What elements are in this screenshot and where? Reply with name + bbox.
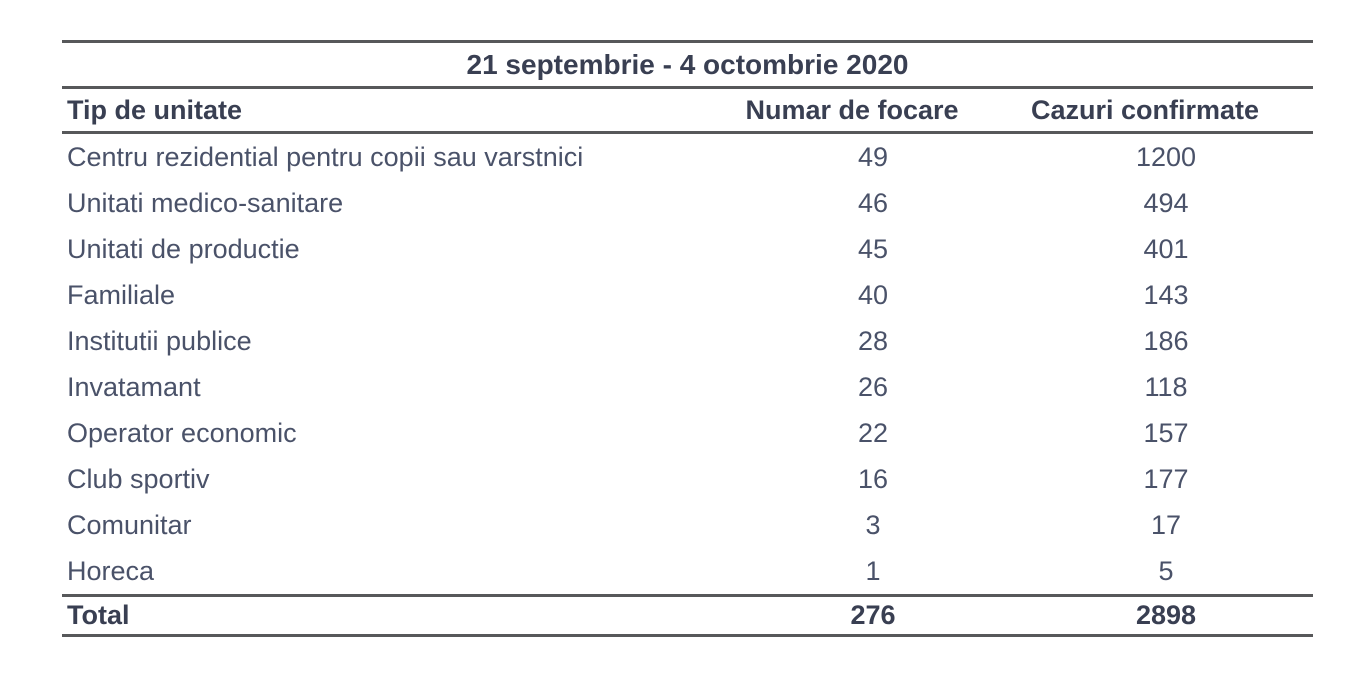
confirmed-cell: 177 [1143,464,1189,494]
unit-type-cell: Institutii publice [67,326,252,356]
table-row: Centru rezidential pentru copii sau vars… [62,134,1313,180]
rule-below-header [62,131,1313,134]
total-confirmed-value: 2898 [1135,600,1197,630]
table-row: Unitati medico-sanitare 46 494 [62,180,1313,226]
total-row: Total 276 2898 [62,597,1313,634]
table-row: Horeca 1 5 [62,548,1313,594]
outbreaks-cell: 28 [857,326,889,356]
confirmed-cell: 401 [1143,234,1189,264]
table-row: Club sportiv 16 177 [62,456,1313,502]
unit-type-cell: Centru rezidential pentru copii sau vars… [67,142,584,172]
rule-above-total [62,594,1313,597]
column-header-unit-type: Tip de unitate [67,95,243,125]
outbreaks-cell: 49 [857,142,889,172]
outbreaks-cell: 46 [857,188,889,218]
confirmed-cell: 143 [1143,280,1189,310]
total-outbreaks-value: 276 [850,600,896,630]
table-row: Operator economic 22 157 [62,410,1313,456]
table-row: Familiale 40 143 [62,272,1313,318]
unit-type-cell: Familiale [67,280,176,310]
outbreaks-cell: 3 [865,510,881,540]
unit-type-cell: Club sportiv [67,464,210,494]
table-row: Unitati de productie 45 401 [62,226,1313,272]
rule-below-title [62,86,1313,89]
confirmed-cell: 494 [1143,188,1189,218]
table-title: 21 septembrie - 4 octombrie 2020 [466,49,909,80]
unit-type-cell: Comunitar [67,510,192,540]
rule-top [62,40,1313,43]
table-row: Invatamant 26 118 [62,364,1313,410]
confirmed-cell: 17 [1150,510,1182,540]
outbreaks-cell: 40 [857,280,889,310]
table-header-row: Tip de unitate Numar de focare Cazuri co… [62,89,1313,131]
unit-type-cell: Operator economic [67,418,297,448]
table-body: Centru rezidential pentru copii sau vars… [62,134,1313,594]
outbreaks-table: 21 septembrie - 4 octombrie 2020 Tip de … [62,40,1313,637]
column-header-confirmed: Cazuri confirmate [1030,95,1260,125]
unit-type-cell: Invatamant [67,372,201,402]
unit-type-cell: Horeca [67,556,155,586]
unit-type-cell: Unitati medico-sanitare [67,188,344,218]
outbreaks-cell: 16 [857,464,889,494]
table-row: Institutii publice 28 186 [62,318,1313,364]
outbreaks-cell: 26 [857,372,889,402]
confirmed-cell: 157 [1143,418,1189,448]
table-row: Comunitar 3 17 [62,502,1313,548]
column-header-outbreaks: Numar de focare [745,95,959,125]
outbreaks-cell: 1 [865,556,881,586]
outbreaks-cell: 22 [857,418,889,448]
confirmed-cell: 5 [1158,556,1174,586]
confirmed-cell: 186 [1143,326,1189,356]
outbreaks-cell: 45 [857,234,889,264]
unit-type-cell: Unitati de productie [67,234,300,264]
rule-bottom [62,634,1313,637]
confirmed-cell: 1200 [1135,142,1197,172]
total-label: Total [67,600,130,630]
confirmed-cell: 118 [1144,372,1188,402]
